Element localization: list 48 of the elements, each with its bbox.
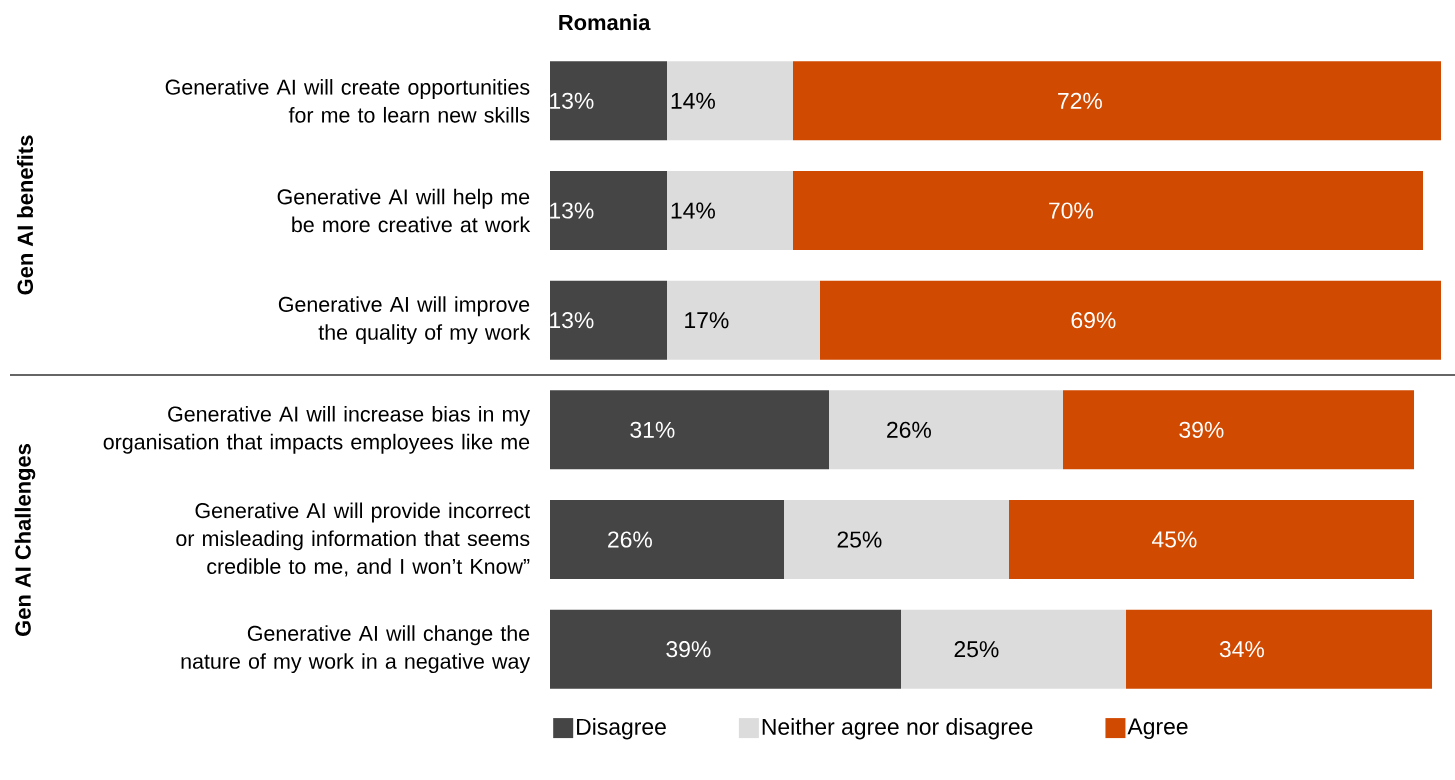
chart-title: Romania [559, 14, 651, 31]
y-tick-label: Generative AI will change the nature of my work in a negative way [181, 625, 531, 674]
data-label: 39% [1179, 421, 1224, 438]
data-label: 17% [685, 312, 729, 329]
bar [784, 500, 1010, 579]
data-label: 25% [954, 641, 999, 658]
bar [550, 171, 667, 250]
data-label: 13% [550, 92, 594, 109]
data-label: 13% [550, 312, 594, 329]
y-tick-label: Generative AI will help me be more creative at work [277, 188, 531, 233]
data-label: 25% [837, 531, 882, 548]
data-label: 34% [1219, 641, 1264, 658]
bar [820, 280, 1442, 360]
y-tick-label: Generative AI will provide incorrect or misleading information that seems credible to me, and I won’t Know” [176, 502, 530, 577]
bar [901, 609, 1127, 689]
data-label: 39% [666, 641, 711, 658]
data-label: 14% [671, 202, 715, 219]
bar [550, 609, 901, 689]
y-tick-label: Generative AI will improve the quality of my work [278, 296, 531, 345]
data-label: 72% [1058, 92, 1102, 109]
data-label: 26% [608, 531, 652, 548]
text: Gen AI Challenges [14, 444, 36, 636]
y-tick-label: Generative AI will create opportunities for me to learn new skills [165, 79, 530, 123]
data-label: 70% [1049, 202, 1093, 219]
text: Gen AI benefits [16, 135, 34, 295]
bar [667, 61, 793, 141]
data-label: 13% [550, 202, 594, 219]
bar [1063, 390, 1415, 470]
bar [550, 500, 784, 579]
data-label: 69% [1071, 312, 1116, 329]
data-label: 26% [887, 421, 931, 438]
y-tick-label: Generative AI will increase bias in my organisation that impacts employees like me [103, 405, 531, 454]
data-label: 14% [671, 92, 715, 109]
bar [667, 171, 793, 250]
legend-label: Disagree [577, 718, 666, 740]
bar [667, 280, 820, 360]
legend-label: Neither agree nor disagree [762, 718, 1033, 740]
bar [793, 61, 1442, 141]
bar [550, 61, 667, 141]
bar [550, 280, 667, 360]
bar [1009, 500, 1415, 579]
bar [550, 390, 829, 470]
legend-label: Agree [1127, 718, 1188, 739]
bar [793, 171, 1424, 250]
bar [829, 390, 1064, 470]
bar [1126, 609, 1433, 689]
data-label: 31% [630, 421, 675, 438]
data-label: 45% [1151, 531, 1197, 548]
